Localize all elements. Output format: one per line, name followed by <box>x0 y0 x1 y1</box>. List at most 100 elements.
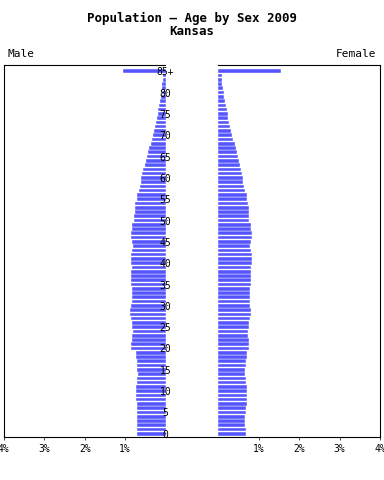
Bar <box>218 407 246 410</box>
Bar <box>218 257 252 261</box>
Bar <box>137 368 166 372</box>
Bar <box>133 244 166 248</box>
Bar <box>218 368 245 372</box>
Bar <box>218 364 246 367</box>
Bar <box>218 415 245 419</box>
Bar <box>218 308 251 312</box>
Bar <box>148 150 166 154</box>
Bar <box>143 168 166 171</box>
Bar <box>132 296 166 299</box>
Bar <box>218 120 229 124</box>
Bar <box>130 312 166 316</box>
Bar <box>159 104 166 107</box>
Bar <box>218 394 247 397</box>
Bar <box>137 360 166 363</box>
Bar <box>132 321 166 324</box>
Bar <box>137 423 166 427</box>
Bar <box>218 347 250 350</box>
Bar <box>131 253 166 256</box>
Bar <box>218 360 246 363</box>
Bar <box>152 138 166 141</box>
Bar <box>132 240 166 244</box>
Bar <box>218 423 245 427</box>
Bar <box>218 321 249 324</box>
Bar <box>218 202 248 205</box>
Bar <box>140 185 166 188</box>
Bar <box>137 376 166 380</box>
Bar <box>218 355 247 359</box>
Bar <box>137 407 166 410</box>
Bar <box>131 236 166 240</box>
Bar <box>218 261 252 265</box>
Bar <box>218 73 222 77</box>
Bar <box>156 120 166 124</box>
Bar <box>163 73 166 77</box>
Bar <box>136 389 166 393</box>
Bar <box>154 129 166 133</box>
Bar <box>136 394 166 397</box>
Bar <box>218 189 245 192</box>
Bar <box>137 415 166 419</box>
Bar <box>134 219 166 222</box>
Bar <box>131 283 166 286</box>
Bar <box>132 334 166 337</box>
Bar <box>218 70 281 73</box>
Bar <box>218 240 251 244</box>
Bar <box>218 287 250 290</box>
Bar <box>131 270 166 274</box>
Text: Population — Age by Sex 2009: Population — Age by Sex 2009 <box>87 12 297 25</box>
Bar <box>137 419 166 423</box>
Bar <box>132 325 166 329</box>
Bar <box>137 402 166 406</box>
Bar <box>218 419 245 423</box>
Bar <box>218 112 228 116</box>
Bar <box>134 210 166 214</box>
Bar <box>218 244 250 248</box>
Bar <box>218 334 248 337</box>
Bar <box>218 402 247 406</box>
Bar <box>218 389 247 393</box>
Bar <box>131 261 166 265</box>
Bar <box>123 70 166 73</box>
Bar <box>218 180 243 184</box>
Bar <box>218 219 250 222</box>
Bar <box>218 428 246 432</box>
Bar <box>131 278 166 282</box>
Bar <box>162 86 166 90</box>
Bar <box>160 99 166 103</box>
Bar <box>142 172 166 175</box>
Bar <box>218 133 232 137</box>
Bar <box>141 180 166 184</box>
Bar <box>134 215 166 218</box>
Bar <box>218 249 251 252</box>
Bar <box>218 270 251 274</box>
Bar <box>218 312 251 316</box>
Bar <box>130 308 166 312</box>
Bar <box>218 168 242 171</box>
Bar <box>218 330 248 333</box>
Bar <box>155 125 166 129</box>
Bar <box>157 116 166 120</box>
Bar <box>218 376 246 380</box>
Bar <box>163 78 166 82</box>
Bar <box>131 342 166 346</box>
Bar <box>218 231 252 235</box>
Bar <box>218 296 250 299</box>
Bar <box>218 278 251 282</box>
Bar <box>132 249 166 252</box>
Bar <box>218 99 225 103</box>
Bar <box>218 432 246 436</box>
Bar <box>218 398 247 401</box>
Bar <box>218 385 247 389</box>
Bar <box>145 163 166 167</box>
Bar <box>162 82 166 86</box>
Bar <box>218 129 231 133</box>
Bar <box>218 172 242 175</box>
Bar <box>158 108 166 111</box>
Bar <box>162 91 166 95</box>
Text: Male: Male <box>8 48 35 59</box>
Bar <box>218 125 230 129</box>
Bar <box>218 304 250 308</box>
Bar <box>136 385 166 389</box>
Bar <box>218 283 251 286</box>
